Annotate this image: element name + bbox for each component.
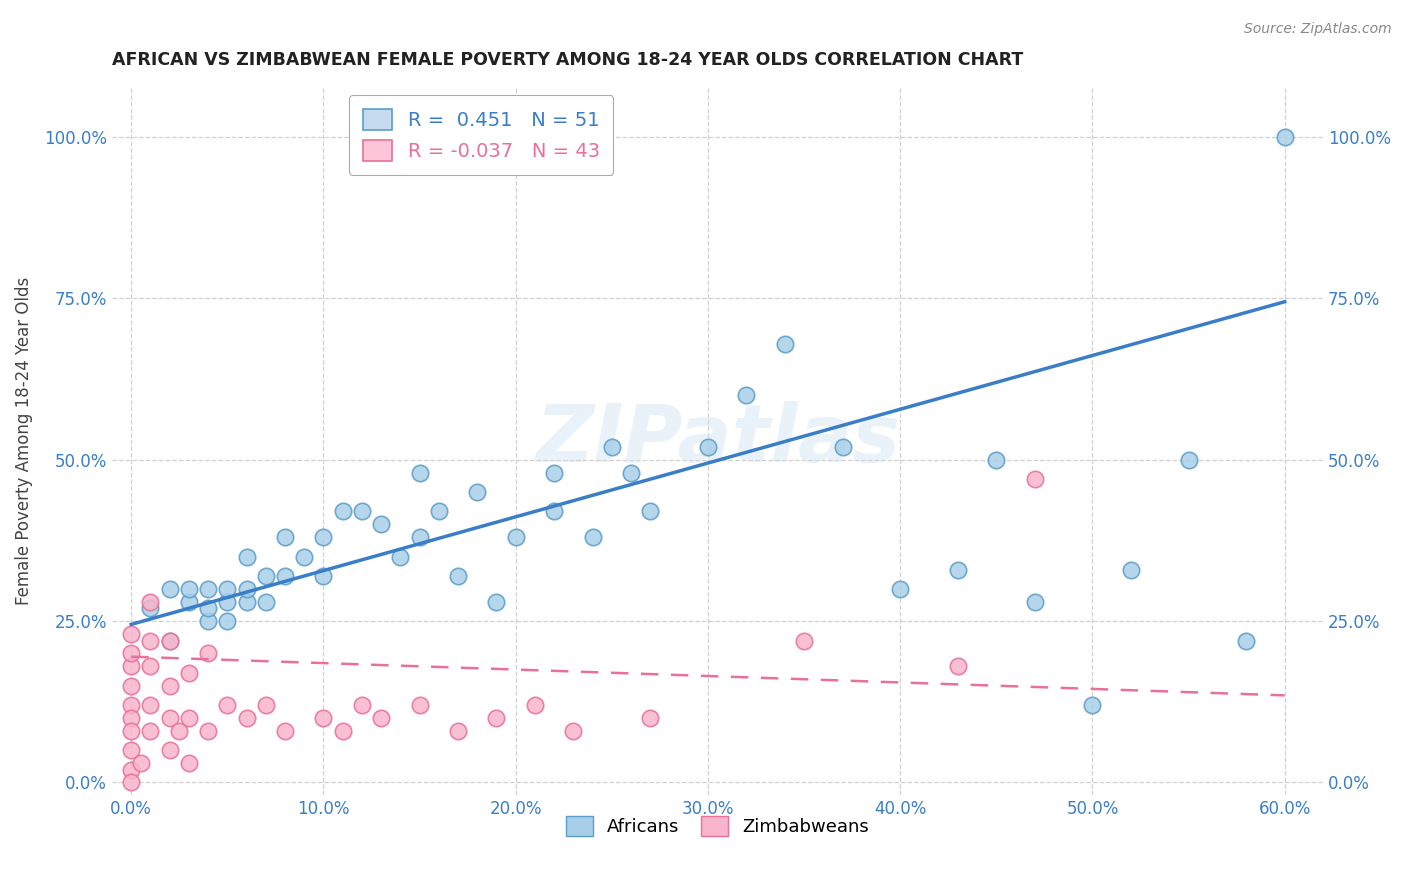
Point (350, 504, 373, 518)
Point (217, 698, 239, 712)
Point (159, 679, 181, 693)
Point (159, 743, 181, 757)
Point (235, 582, 257, 596)
Point (505, 530, 527, 544)
Point (312, 569, 335, 583)
Point (217, 595, 239, 609)
Point (197, 647, 219, 661)
Point (292, 549, 315, 564)
Point (485, 595, 508, 609)
Point (986, 452, 1008, 467)
Point (274, 569, 297, 583)
Point (1119, 562, 1142, 576)
Point (600, 440, 623, 454)
Point (159, 633, 181, 648)
Point (120, 679, 142, 693)
Point (370, 517, 392, 532)
Point (697, 440, 720, 454)
Point (235, 711, 257, 725)
Point (120, 775, 142, 789)
Point (485, 711, 508, 725)
Point (120, 698, 142, 712)
Point (197, 614, 219, 628)
Point (129, 756, 152, 771)
Point (139, 659, 162, 673)
Point (217, 614, 239, 628)
Point (197, 723, 219, 738)
Point (159, 711, 181, 725)
Point (581, 530, 603, 544)
Point (177, 756, 200, 771)
Point (159, 633, 181, 648)
Point (370, 711, 392, 725)
Point (1234, 633, 1257, 648)
Point (773, 336, 796, 351)
Point (167, 723, 190, 738)
Point (120, 659, 142, 673)
Point (427, 504, 450, 518)
Point (1024, 472, 1046, 486)
Point (120, 627, 142, 641)
Point (447, 723, 470, 738)
Point (1024, 595, 1046, 609)
Point (274, 723, 297, 738)
Point (177, 582, 200, 596)
Point (120, 723, 142, 738)
Point (562, 723, 585, 738)
Point (197, 582, 219, 596)
Point (177, 595, 200, 609)
Point (447, 569, 470, 583)
Point (946, 562, 969, 576)
Point (408, 530, 430, 544)
Point (159, 582, 181, 596)
Point (197, 601, 219, 615)
Point (217, 582, 239, 596)
Point (1274, 130, 1296, 145)
Point (139, 601, 162, 615)
Point (889, 582, 911, 596)
Point (389, 549, 412, 564)
Point (139, 723, 162, 738)
Legend: Africans, Zimbabweans: Africans, Zimbabweans (558, 809, 877, 843)
Point (139, 698, 162, 712)
Point (408, 698, 430, 712)
Point (620, 466, 643, 480)
Point (543, 504, 565, 518)
Point (523, 698, 546, 712)
Text: Source: ZipAtlas.com: Source: ZipAtlas.com (1244, 22, 1392, 37)
Point (793, 633, 815, 648)
Text: ZIPatlas: ZIPatlas (536, 401, 900, 480)
Point (1081, 698, 1104, 712)
Point (312, 711, 335, 725)
Point (408, 466, 430, 480)
Point (120, 647, 142, 661)
Point (274, 530, 297, 544)
Point (1177, 452, 1199, 467)
Point (543, 466, 565, 480)
Point (177, 711, 200, 725)
Point (139, 595, 162, 609)
Point (638, 711, 661, 725)
Point (235, 595, 257, 609)
Point (946, 659, 969, 673)
Point (177, 665, 200, 680)
Point (120, 763, 142, 777)
Point (332, 723, 354, 738)
Y-axis label: Female Poverty Among 18-24 Year Olds: Female Poverty Among 18-24 Year Olds (15, 277, 32, 605)
Text: AFRICAN VS ZIMBABWEAN FEMALE POVERTY AMONG 18-24 YEAR OLDS CORRELATION CHART: AFRICAN VS ZIMBABWEAN FEMALE POVERTY AMO… (112, 51, 1024, 69)
Point (312, 530, 335, 544)
Point (332, 504, 354, 518)
Point (735, 388, 758, 402)
Point (350, 698, 373, 712)
Point (254, 698, 277, 712)
Point (120, 711, 142, 725)
Point (120, 743, 142, 757)
Point (465, 485, 488, 500)
Point (235, 549, 257, 564)
Point (254, 595, 277, 609)
Point (638, 504, 661, 518)
Point (139, 633, 162, 648)
Point (254, 569, 277, 583)
Point (831, 440, 853, 454)
